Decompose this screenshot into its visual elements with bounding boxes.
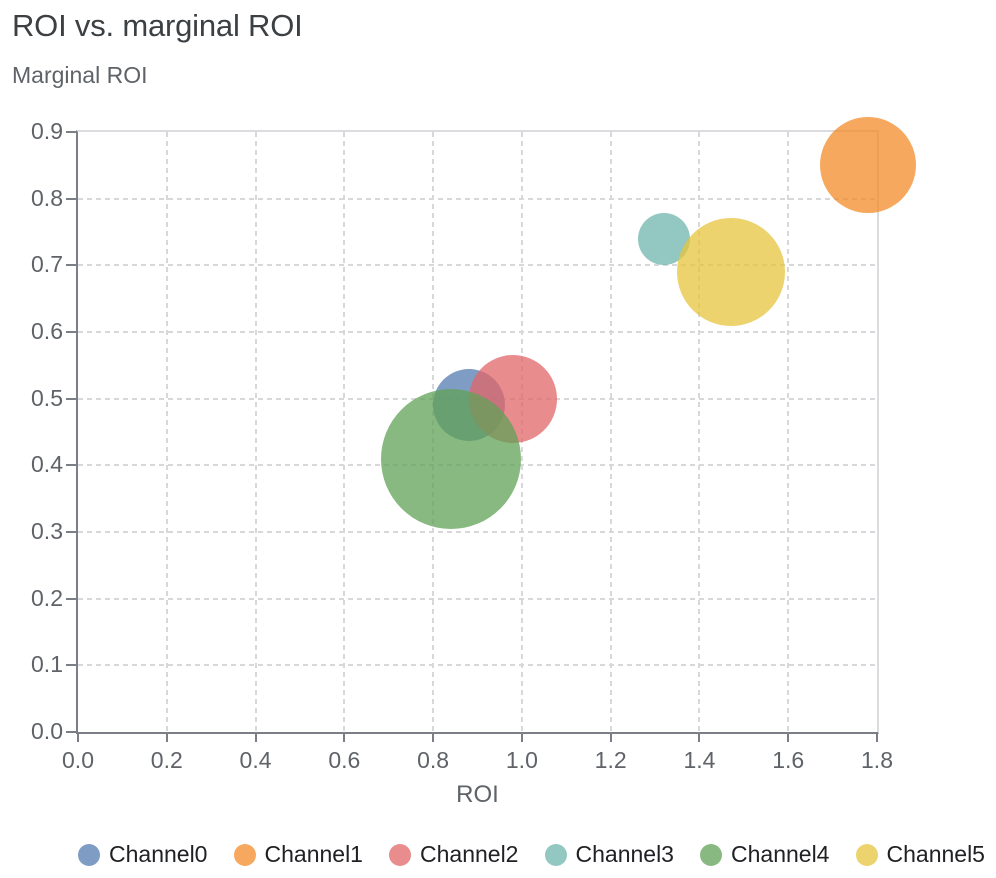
x-tick-label: 0.4 xyxy=(239,747,272,773)
x-tick-label: 1.4 xyxy=(683,747,716,773)
y-tick-mark xyxy=(66,331,77,333)
legend-label: Channel1 xyxy=(264,841,363,867)
bubble-channel1[interactable] xyxy=(820,117,917,214)
y-tick-mark xyxy=(66,264,77,267)
y-tick-label: 0.3 xyxy=(31,518,63,544)
y-tick-mark xyxy=(66,531,77,533)
x-tick-mark xyxy=(432,732,435,742)
y-tick-label: 0.8 xyxy=(31,184,63,211)
x-tick-mark xyxy=(254,732,257,742)
y-tick-mark xyxy=(66,464,77,467)
x-tick-label: 0.8 xyxy=(417,747,450,773)
bubble-channel4[interactable] xyxy=(380,388,521,529)
x-tick-label: 0.0 xyxy=(62,747,94,773)
x-tick-mark xyxy=(876,732,878,742)
legend-swatch-icon xyxy=(700,843,722,866)
y-tick-label: 0.1 xyxy=(31,651,63,678)
legend-swatch-icon xyxy=(544,843,567,866)
y-tick-label: 0.2 xyxy=(31,584,63,611)
y-gridline xyxy=(78,531,877,533)
x-tick-mark xyxy=(609,732,612,742)
legend-label: Channel0 xyxy=(109,841,208,867)
legend: Channel0 Channel1 Channel2 Channel3 Channel4… xyxy=(0,841,996,868)
x-gridline xyxy=(698,132,701,732)
x-gridline xyxy=(609,132,612,732)
legend-label: Channel3 xyxy=(575,841,674,867)
y-gridline xyxy=(78,597,877,600)
x-tick-label: 0.2 xyxy=(150,747,183,773)
x-tick-mark xyxy=(787,732,790,742)
y-tick-label: 0.5 xyxy=(31,384,63,411)
y-tick-label: 0.6 xyxy=(31,318,63,344)
legend-swatch-icon xyxy=(78,843,100,866)
legend-item-channel5[interactable]: Channel5 xyxy=(855,841,985,868)
legend-label: Channel2 xyxy=(420,841,519,867)
y-gridline xyxy=(78,264,877,267)
x-tick-mark xyxy=(698,732,701,742)
x-tick-label: 1.6 xyxy=(772,747,805,773)
y-tick-label: 0.7 xyxy=(31,251,63,278)
chart-title: ROI vs. marginal ROI xyxy=(12,8,303,43)
legend-item-channel1[interactable]: Channel1 xyxy=(233,841,363,868)
x-tick-mark xyxy=(520,732,523,742)
legend-label: Channel4 xyxy=(731,841,830,867)
x-gridline xyxy=(165,132,168,732)
y-gridline xyxy=(78,664,877,667)
x-axis-title: ROI xyxy=(456,781,499,808)
legend-item-channel2[interactable]: Channel2 xyxy=(389,841,518,868)
y-tick-mark xyxy=(66,597,77,600)
y-tick-mark xyxy=(66,397,77,400)
x-tick-mark xyxy=(165,732,168,742)
plot-area xyxy=(76,130,879,734)
legend-item-channel3[interactable]: Channel3 xyxy=(544,841,674,868)
y-tick-label: 0.4 xyxy=(31,451,63,478)
legend-label: Channel5 xyxy=(886,841,985,867)
y-tick-label: 0.9 xyxy=(31,118,63,144)
x-tick-label: 1.8 xyxy=(861,747,893,773)
y-tick-mark xyxy=(66,197,77,200)
y-tick-mark xyxy=(66,131,77,133)
y-tick-mark xyxy=(66,664,77,667)
x-tick-mark xyxy=(77,732,79,742)
x-tick-label: 1.2 xyxy=(594,747,627,773)
legend-item-channel4[interactable]: Channel4 xyxy=(700,841,829,868)
y-tick-mark xyxy=(66,731,77,733)
x-gridline xyxy=(254,132,257,732)
bubble-channel5[interactable] xyxy=(676,218,785,326)
x-tick-label: 1.0 xyxy=(505,747,538,773)
y-axis-title: Marginal ROI xyxy=(12,62,148,88)
y-gridline xyxy=(78,197,877,200)
legend-swatch-icon xyxy=(233,843,256,866)
y-gridline xyxy=(78,331,877,333)
x-gridline xyxy=(343,132,346,732)
legend-item-channel0[interactable]: Channel0 xyxy=(78,841,207,868)
x-tick-mark xyxy=(343,732,346,742)
legend-swatch-icon xyxy=(855,843,878,866)
y-tick-label: 0.0 xyxy=(31,718,63,744)
x-gridline xyxy=(787,132,790,732)
x-tick-label: 0.6 xyxy=(328,747,361,773)
legend-swatch-icon xyxy=(389,843,411,866)
